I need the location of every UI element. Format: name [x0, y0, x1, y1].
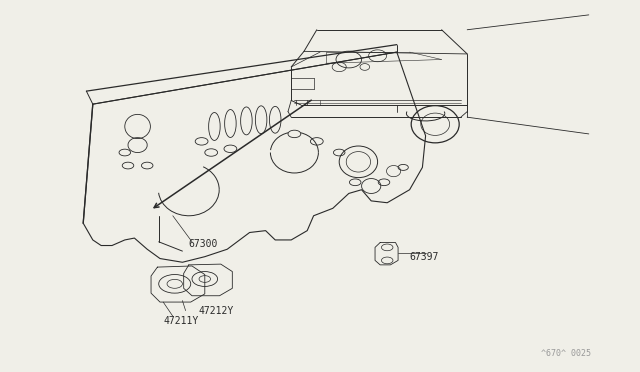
Text: 47212Y: 47212Y — [198, 306, 234, 315]
Text: 67300: 67300 — [189, 239, 218, 248]
Text: ^670^ 0025: ^670^ 0025 — [541, 349, 591, 358]
Text: 67397: 67397 — [410, 252, 439, 262]
Text: 47211Y: 47211Y — [163, 316, 198, 326]
